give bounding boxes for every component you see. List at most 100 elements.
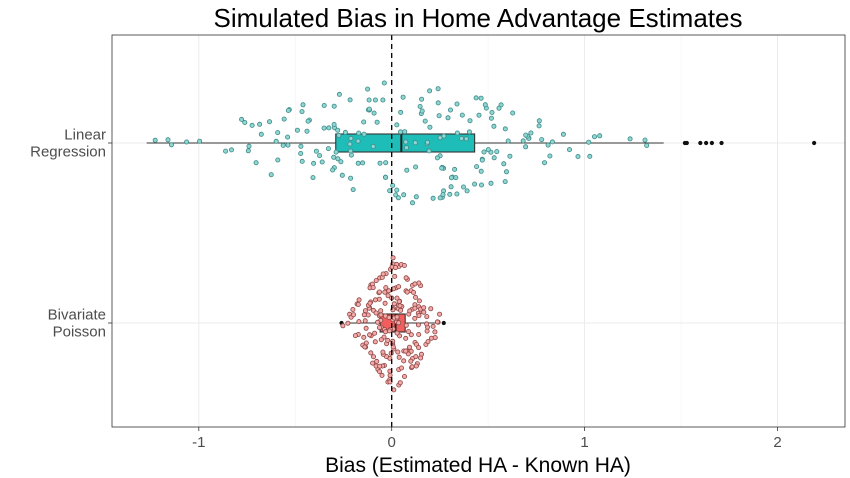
point-g0-193	[350, 187, 356, 193]
point-g0-56	[545, 142, 551, 148]
point-g1-67	[372, 297, 378, 303]
point-g1-187	[396, 320, 402, 326]
point-g0-85	[479, 157, 485, 163]
point-g0-124	[474, 164, 480, 170]
point-g1-151	[428, 306, 434, 312]
point-g0-146	[452, 166, 458, 172]
point-g1-35	[406, 344, 412, 350]
point-g1-162	[370, 285, 376, 291]
x-axis-ticks: -1 0 1 2	[192, 427, 782, 451]
point-g0-138	[330, 167, 336, 173]
point-g0-45	[503, 169, 509, 175]
point-g1-103	[376, 289, 382, 295]
point-g0-47	[398, 109, 404, 115]
point-g0-7	[228, 147, 234, 153]
point-g0-173	[485, 147, 491, 153]
point-g1-193	[356, 319, 362, 325]
point-g0-137	[402, 129, 408, 135]
point-g1-22	[350, 306, 356, 312]
point-g0-42	[347, 141, 353, 147]
point-g0-67	[397, 129, 403, 135]
point-g0-32	[409, 200, 415, 206]
point-g0-11	[536, 118, 542, 124]
plot-panel-border	[111, 34, 846, 428]
outlier-g0-2	[698, 140, 703, 146]
point-g1-80	[395, 349, 401, 355]
point-g0-150	[447, 191, 453, 197]
point-g1-191	[413, 354, 419, 360]
point-g1-43	[376, 296, 382, 302]
outlier-g0-6	[812, 140, 817, 146]
point-g1-20	[424, 328, 430, 334]
point-g0-151	[321, 103, 327, 109]
x-tick-label-0: -1	[192, 434, 205, 451]
point-g0-8	[325, 146, 331, 152]
point-g0-74	[249, 122, 255, 128]
point-g1-179	[403, 322, 409, 328]
point-g0-199	[491, 155, 497, 161]
point-g0-183	[476, 112, 482, 118]
point-g1-168	[398, 307, 404, 313]
point-g1-106	[363, 325, 369, 331]
point-g0-65	[453, 175, 459, 181]
point-g0-156	[435, 100, 441, 106]
point-g0-30	[539, 137, 545, 143]
point-g0-155	[549, 139, 555, 145]
point-g1-27	[408, 332, 414, 338]
point-g0-44	[488, 115, 494, 121]
point-g0-197	[253, 160, 259, 166]
point-g0-23	[168, 142, 174, 148]
point-g0-154	[380, 97, 386, 103]
point-g1-114	[404, 289, 410, 295]
point-g0-2	[298, 150, 304, 156]
point-g0-132	[435, 86, 441, 92]
point-g1-65	[374, 358, 380, 364]
point-g0-68	[355, 138, 361, 144]
point-g0-41	[417, 104, 423, 110]
point-g0-38	[383, 160, 389, 166]
point-g1-195	[398, 365, 404, 371]
point-g0-66	[348, 152, 354, 158]
point-g0-59	[430, 195, 436, 201]
point-g0-108	[592, 134, 598, 140]
point-g1-133	[383, 285, 389, 291]
point-g0-48	[165, 137, 171, 143]
point-g0-37	[366, 97, 372, 103]
point-g0-130	[437, 195, 443, 201]
point-g0-13	[494, 149, 500, 155]
point-g1-90	[385, 293, 391, 299]
point-g0-99	[299, 158, 305, 164]
point-g1-115	[434, 319, 440, 325]
point-g0-125	[305, 118, 311, 124]
point-g0-198	[394, 187, 400, 193]
point-g0-175	[319, 159, 325, 165]
point-g1-144	[409, 364, 415, 370]
point-g0-181	[467, 118, 473, 124]
point-g1-159	[372, 339, 378, 345]
point-g0-119	[427, 88, 433, 94]
point-g1-76	[386, 315, 392, 321]
point-g0-111	[348, 135, 354, 141]
point-g0-148	[285, 142, 291, 148]
point-g1-26	[403, 335, 409, 341]
point-g1-109	[379, 372, 385, 378]
point-g1-127	[368, 350, 374, 356]
point-g0-94	[246, 143, 252, 149]
point-g0-168	[507, 153, 513, 159]
point-g0-72	[422, 118, 428, 124]
point-g0-20	[454, 130, 460, 136]
point-g0-167	[285, 108, 291, 114]
point-g0-12	[502, 179, 508, 185]
point-g1-128	[370, 360, 376, 366]
point-g1-14	[396, 284, 402, 290]
point-g0-144	[560, 131, 566, 137]
point-g1-149	[403, 348, 409, 354]
point-g1-77	[390, 255, 396, 261]
point-g1-175	[401, 373, 407, 379]
point-g0-84	[281, 116, 287, 122]
point-g0-139	[197, 138, 203, 144]
point-g0-180	[348, 175, 354, 181]
point-g0-75	[152, 137, 158, 143]
point-g0-51	[459, 112, 465, 118]
